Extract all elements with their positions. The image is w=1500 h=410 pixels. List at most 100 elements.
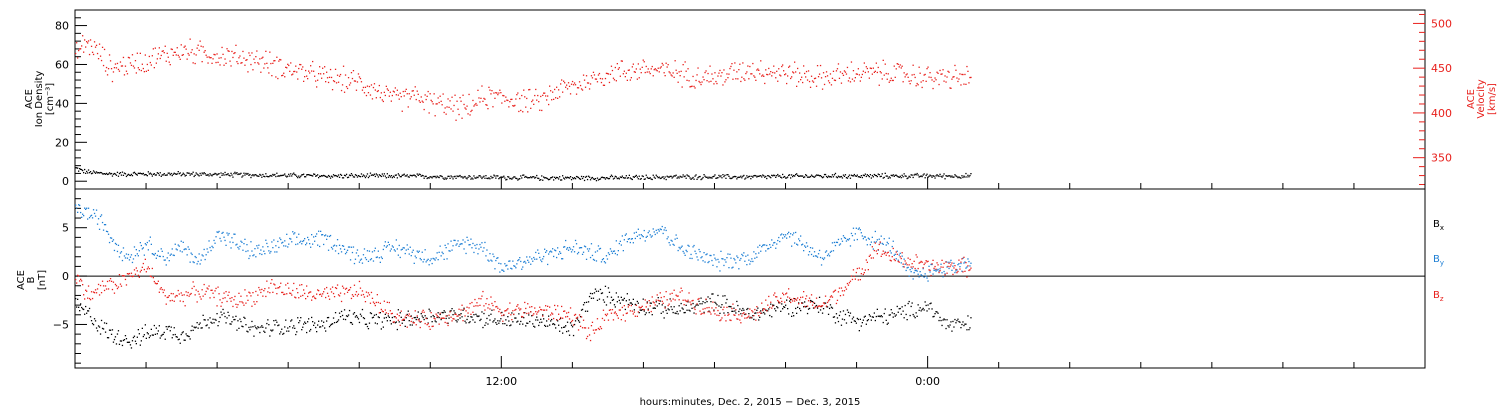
data-point: [642, 308, 644, 311]
data-point: [604, 178, 607, 180]
data-point: [300, 295, 302, 297]
data-point: [730, 319, 732, 322]
data-point: [273, 174, 275, 176]
data-point: [817, 174, 820, 176]
data-point: [922, 268, 924, 270]
data-point: [212, 246, 214, 249]
data-point: [441, 317, 443, 319]
data-point: [731, 310, 733, 312]
data-point: [748, 259, 750, 261]
data-point: [761, 312, 763, 314]
data-point: [555, 177, 557, 180]
data-point: [113, 249, 116, 252]
data-point: [526, 97, 528, 100]
data-point: [813, 251, 816, 253]
data-point: [852, 269, 855, 271]
data-point: [335, 245, 338, 247]
data-point: [588, 88, 591, 90]
data-point: [958, 320, 960, 323]
data-point: [97, 325, 100, 327]
data-point: [725, 261, 727, 263]
data-point: [175, 54, 177, 56]
data-point: [356, 249, 359, 251]
data-point: [510, 177, 512, 180]
data-point: [353, 176, 356, 178]
data-point: [250, 326, 252, 328]
data-point: [949, 265, 951, 268]
data-point: [431, 101, 433, 103]
data-point: [185, 48, 187, 50]
data-point: [153, 173, 155, 175]
data-point: [854, 175, 856, 177]
data-point: [851, 78, 854, 80]
data-point: [172, 54, 174, 56]
data-point: [826, 176, 829, 179]
data-point: [404, 316, 406, 318]
data-point: [731, 63, 733, 65]
data-point: [871, 236, 873, 238]
data-point: [591, 176, 594, 179]
data-point: [390, 313, 392, 315]
data-point: [351, 77, 354, 80]
data-point: [519, 97, 521, 100]
data-point: [215, 287, 217, 290]
data-point: [515, 98, 517, 100]
data-point: [437, 312, 439, 314]
data-point: [588, 334, 591, 336]
data-point: [137, 255, 139, 257]
data-point: [661, 176, 663, 178]
data-point: [530, 176, 532, 178]
data-point: [873, 173, 875, 176]
data-point: [920, 175, 922, 177]
data-point: [922, 80, 924, 82]
data-point: [322, 325, 324, 327]
data-point: [368, 85, 371, 88]
data-point: [258, 175, 260, 177]
data-point: [889, 177, 891, 179]
data-point: [255, 256, 257, 258]
data-point: [785, 177, 787, 179]
data-point: [90, 320, 93, 322]
data-point: [883, 312, 885, 315]
data-point: [476, 243, 478, 246]
data-point: [832, 70, 835, 72]
data-point: [348, 246, 351, 248]
data-point: [326, 71, 328, 73]
data-point: [122, 339, 125, 342]
data-point: [382, 100, 384, 103]
data-point: [272, 62, 274, 64]
data-point: [505, 179, 507, 181]
data-point: [534, 326, 536, 328]
data-point: [522, 323, 524, 325]
data-point: [108, 241, 111, 244]
data-point: [463, 307, 465, 309]
data-point: [271, 241, 273, 243]
data-point: [819, 305, 822, 308]
data-point: [197, 260, 199, 263]
data-point: [670, 239, 672, 241]
data-point: [833, 241, 836, 244]
data-point: [625, 175, 627, 177]
data-point: [246, 59, 248, 61]
data-point: [296, 331, 298, 333]
data-point: [877, 66, 879, 69]
data-point: [798, 81, 800, 83]
data-point: [399, 256, 401, 259]
data-point: [331, 176, 334, 178]
data-point: [624, 308, 626, 311]
data-point: [296, 288, 298, 290]
data-point: [848, 315, 851, 317]
data-point: [151, 267, 153, 270]
data-point: [495, 177, 497, 179]
data-point: [275, 245, 277, 247]
data-point: [196, 47, 198, 49]
data-point: [125, 175, 128, 178]
data-point: [225, 291, 227, 293]
data-point: [918, 276, 920, 278]
data-point: [602, 258, 605, 260]
data-point: [579, 316, 582, 318]
data-point: [674, 60, 676, 62]
data-point: [527, 303, 529, 305]
data-point: [699, 303, 701, 305]
